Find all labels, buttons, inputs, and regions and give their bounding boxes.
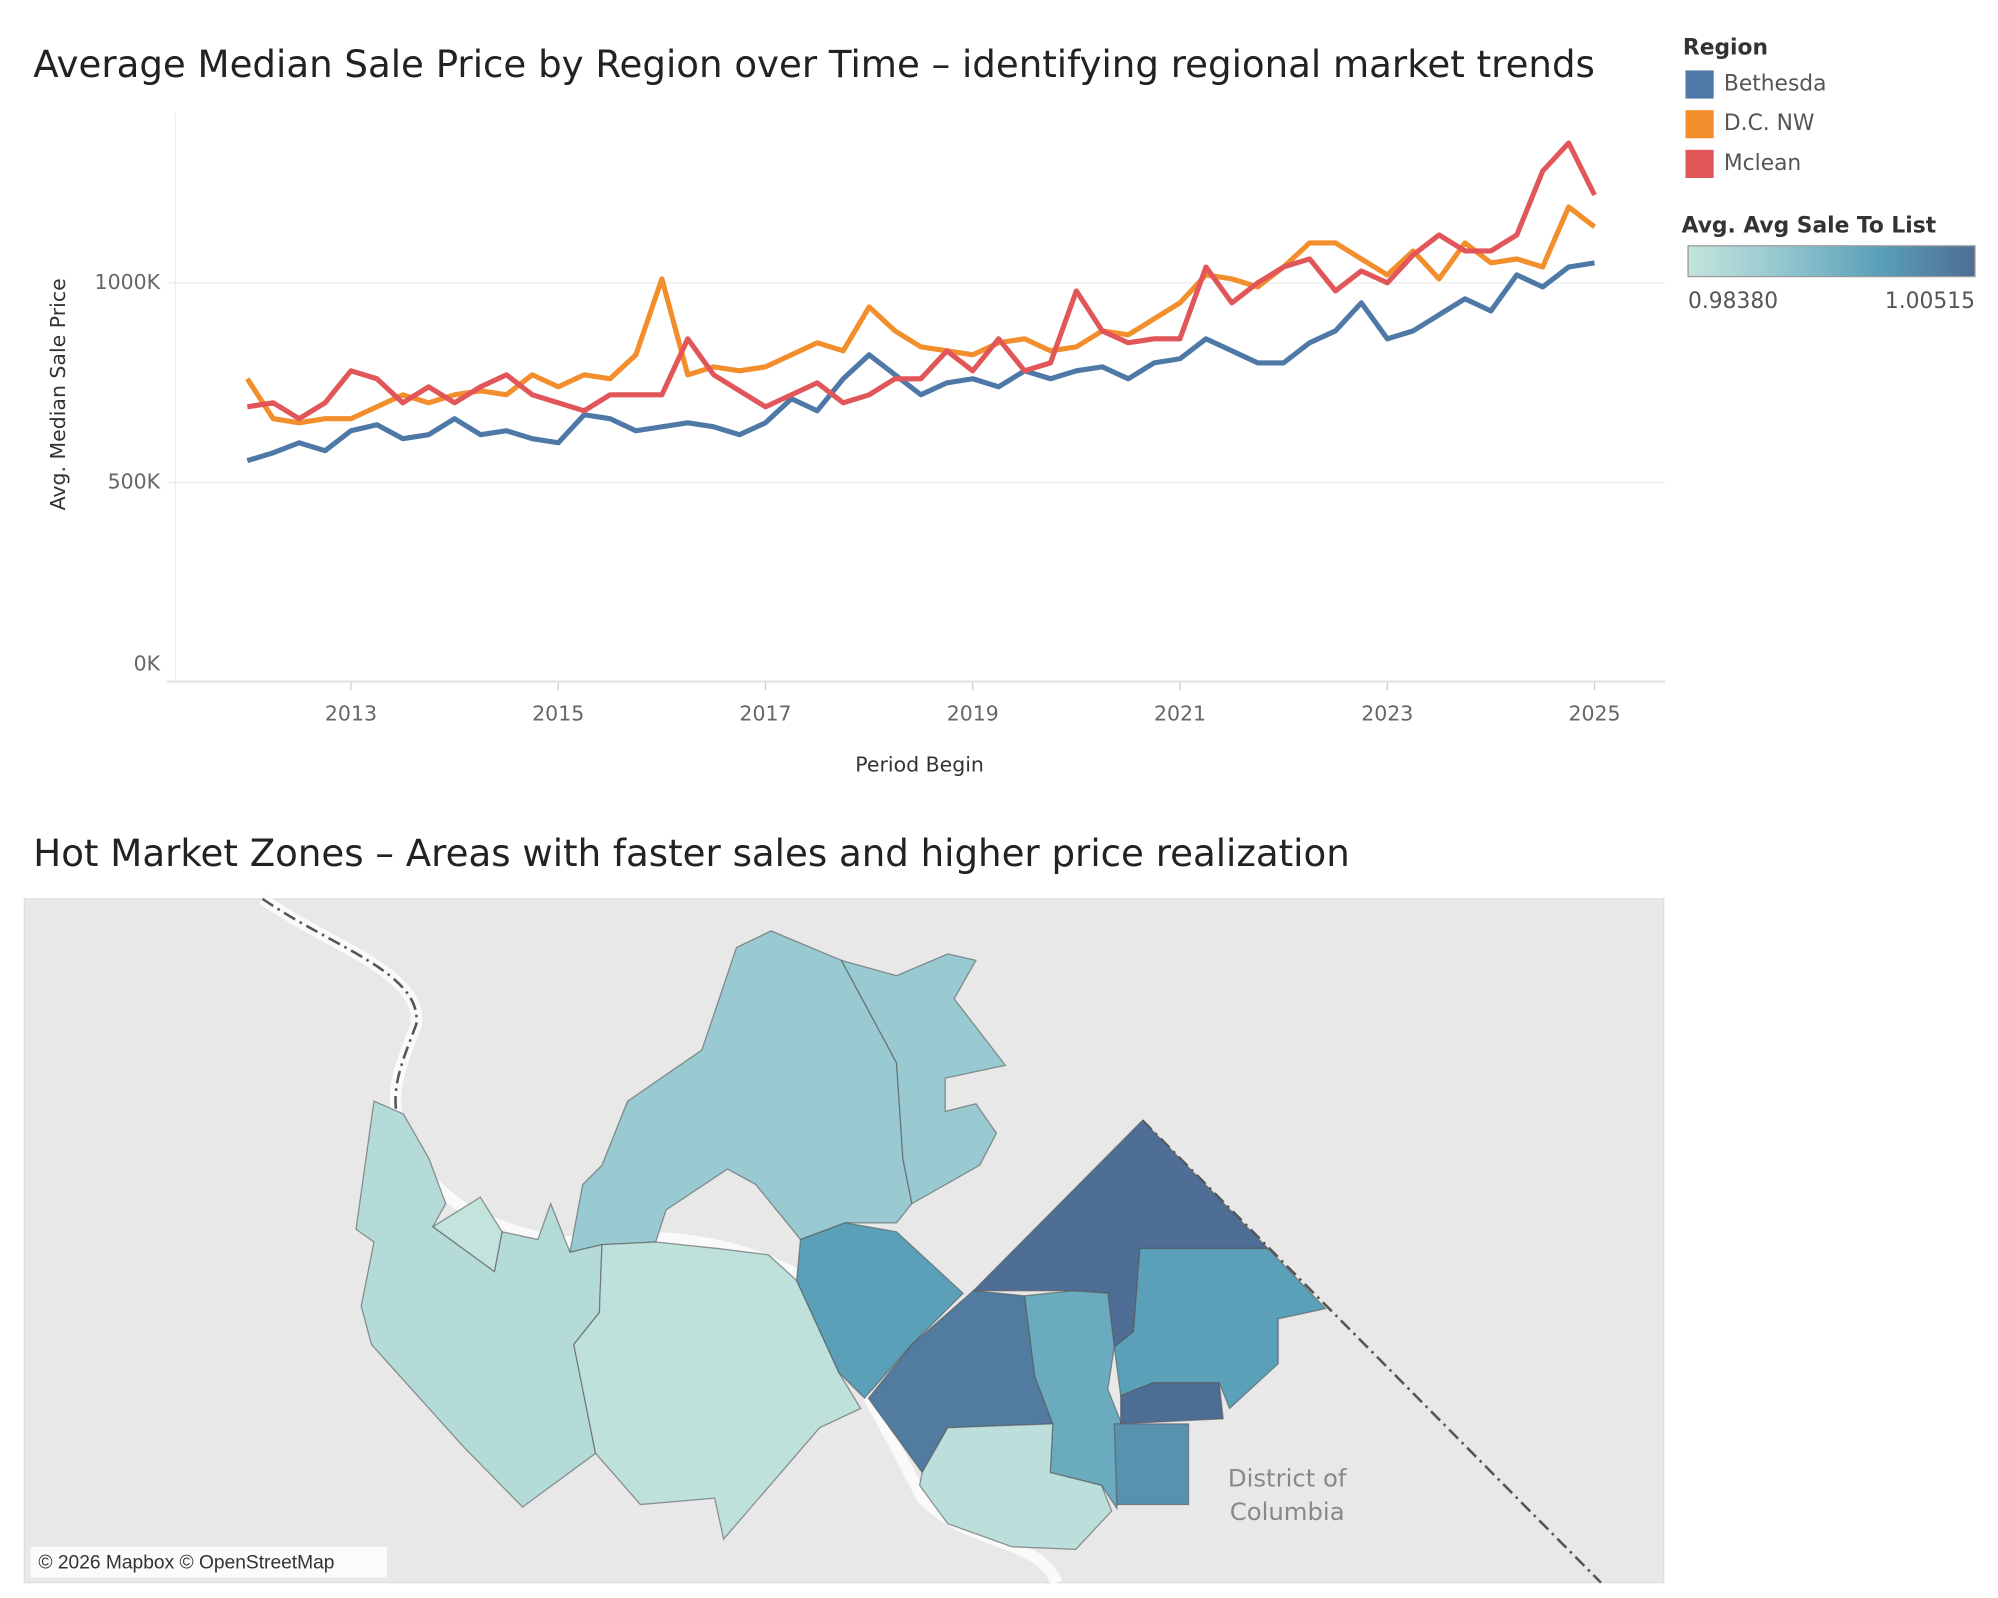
color-legend-title: Avg. Avg Sale To List	[1682, 214, 1936, 239]
x-tick-label: 2023	[1361, 701, 1413, 725]
y-tick-label: 500K	[108, 470, 161, 494]
attribution-bg	[30, 1546, 387, 1578]
legend-title: Region	[1683, 36, 1768, 61]
series-line	[246, 260, 1595, 464]
dc-boundary	[1141, 1119, 1602, 1584]
legend-label: D.C. NW	[1724, 111, 1815, 136]
legend-label: Bethesda	[1724, 72, 1827, 97]
color-legend-max: 1.00515	[1885, 289, 1975, 314]
x-tick-label: 2013	[325, 701, 377, 725]
color-legend-bar	[1687, 245, 1976, 278]
y-tick-label: 0K	[134, 652, 161, 676]
map-region	[1120, 1382, 1224, 1425]
series-line	[246, 140, 1597, 422]
legend-label: Mclean	[1724, 151, 1801, 176]
map-region	[573, 1241, 862, 1541]
attribution: © 2026 Mapbox © OpenStreetMap	[38, 1553, 334, 1574]
legend-swatch	[1685, 149, 1714, 178]
x-axis-title: Period Begin	[855, 753, 984, 777]
y-axis-title: Avg. Median Sale Price	[46, 278, 70, 510]
legend-swatch	[1685, 110, 1714, 139]
map-region	[840, 953, 1007, 1205]
map-region	[795, 1222, 965, 1400]
map-region	[431, 1196, 503, 1273]
map-title: Hot Market Zones – Areas with faster sal…	[33, 832, 1349, 875]
color-legend-min: 0.98380	[1688, 289, 1778, 314]
x-tick-label: 2021	[1154, 701, 1206, 725]
place-label: District of Columbia	[1227, 1464, 1347, 1527]
x-tick-label: 2017	[739, 701, 791, 725]
x-tick-label: 2015	[532, 701, 584, 725]
legend-swatch	[1685, 70, 1714, 99]
place-label-box: District of Columbia	[1227, 1464, 1347, 1527]
map-region	[918, 1423, 1113, 1550]
map: District of Columbia © 2026 Mapbox © Ope…	[23, 894, 1665, 1586]
map-region	[1113, 1247, 1327, 1410]
state-boundary	[261, 897, 418, 1153]
x-tick-label: 2025	[1568, 701, 1620, 725]
map-region	[1113, 1423, 1190, 1506]
series-line	[245, 204, 1597, 426]
x-tick-label: 2019	[947, 701, 999, 725]
y-tick-label: 1000K	[95, 270, 161, 294]
chart-title: Average Median Sale Price by Region over…	[33, 43, 1595, 86]
